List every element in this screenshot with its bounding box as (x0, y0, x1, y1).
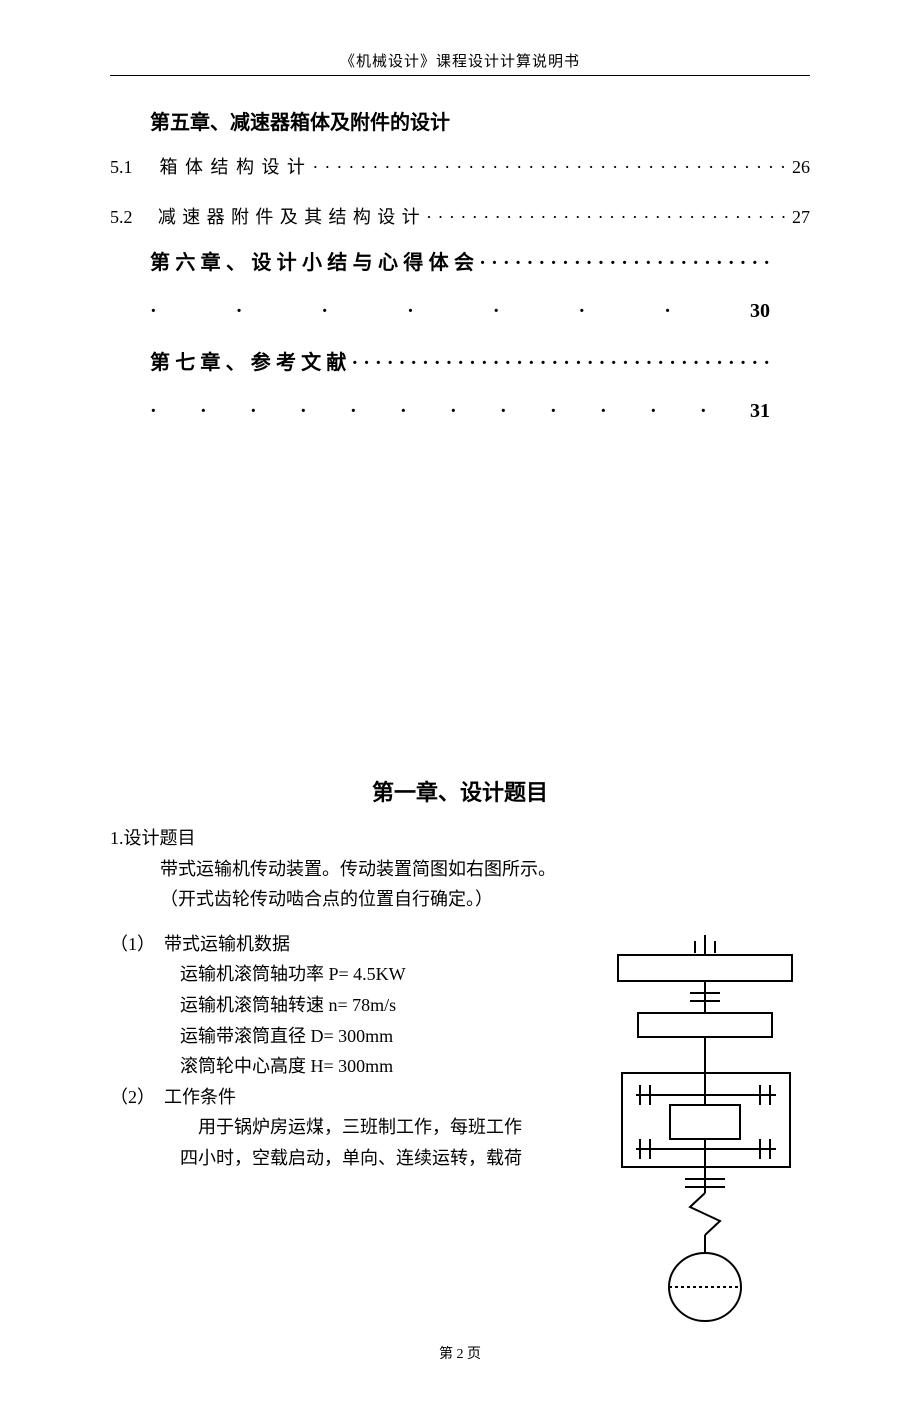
sec1-title: 1.设计题目 (110, 823, 810, 854)
toc-chapter-6: 第 六 章 、 设 计 小 结 与 心 得 体 会 · · · · · · · … (150, 239, 770, 335)
toc-chapter-7: 第 七 章 、 参 考 文 献 · · · · · · · · · · · · … (150, 339, 770, 435)
kinematic-diagram-svg (600, 935, 810, 1335)
toc-chapter-5-title: 第五章、减速器箱体及附件的设计 (150, 106, 810, 135)
header-rule (110, 75, 810, 76)
toc-section-5-1: 5.1 箱 体 结 构 设 计 · · · · · · · · · · · · … (110, 149, 810, 185)
page-footer: 第 2 页 (110, 1343, 810, 1363)
document-page: 《机械设计》课程设计计算说明书 第五章、减速器箱体及附件的设计 5.1 箱 体 … (0, 0, 920, 1403)
chapter-1-heading: 第一章、设计题目 (110, 775, 810, 807)
sec1-line2: （开式齿轮传动啮合点的位置自行确定。） (160, 884, 810, 915)
header-title: 《机械设计》课程设计计算说明书 (340, 54, 580, 70)
toc-section-5-2: 5.2 减 速 器 附 件 及 其 结 构 设 计 · · · · · · · … (110, 199, 810, 235)
sec1-line1: 带式运输机传动装置。传动装置简图如右图所示。 (160, 854, 810, 885)
spacer (110, 185, 810, 199)
page-header: 《机械设计》课程设计计算说明书 (110, 50, 810, 71)
spacer (110, 915, 810, 929)
page-number: 第 2 页 (439, 1347, 481, 1362)
kinematic-diagram (600, 935, 810, 1335)
